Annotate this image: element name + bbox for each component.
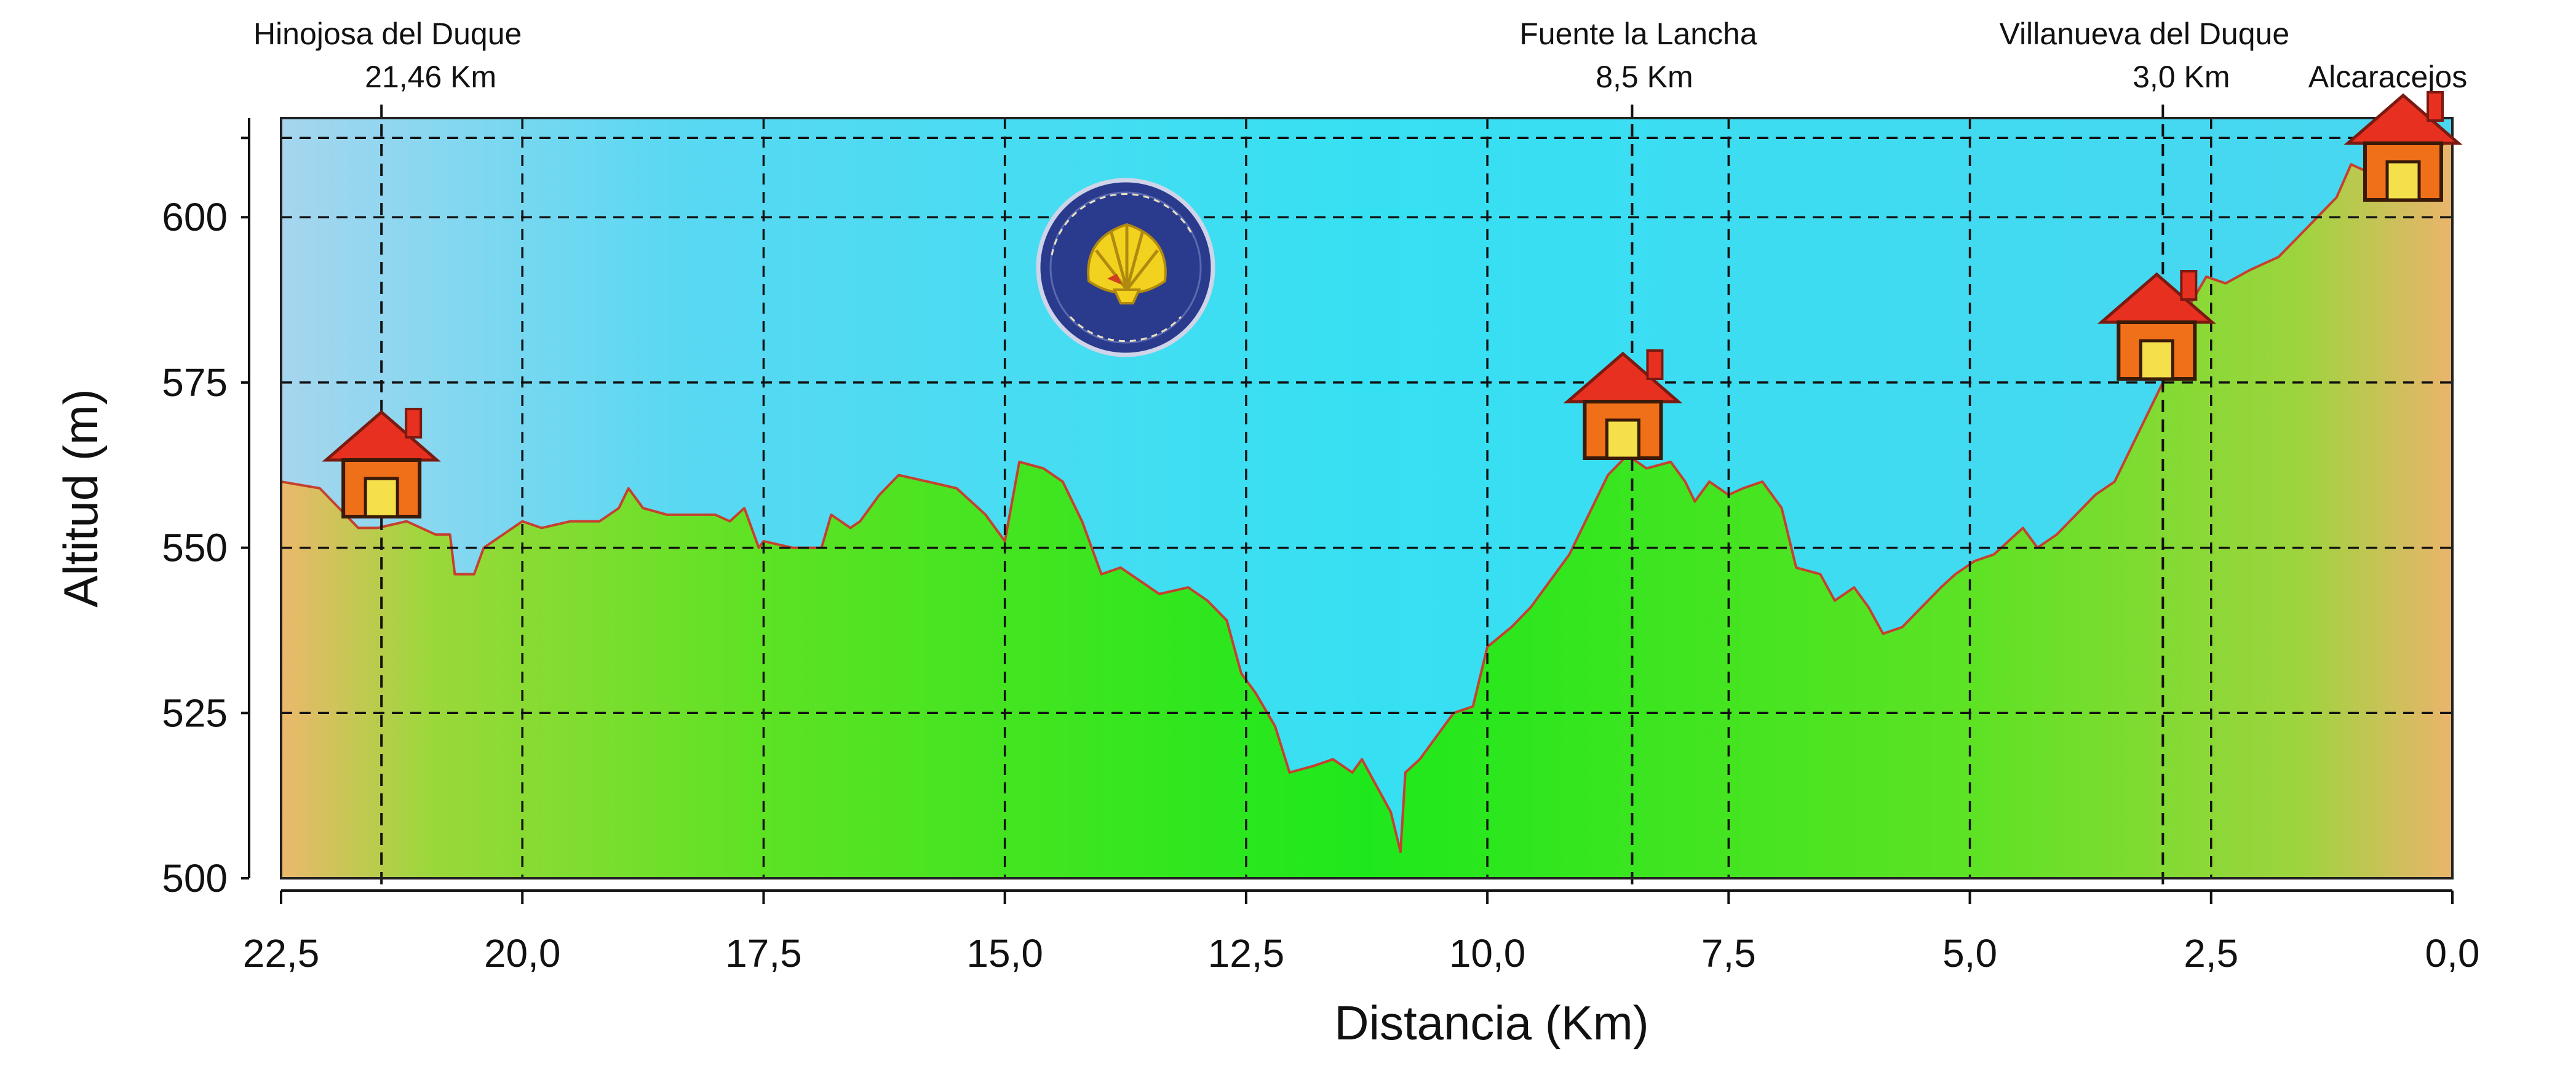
house-icon [322, 408, 441, 518]
pilgrim-emblem [1036, 178, 1215, 357]
profile-line [281, 137, 2452, 853]
town-3: Alcaracejos [2308, 60, 2467, 202]
x-axis-title: Distancia (Km) [1334, 996, 1648, 1050]
plot-area [280, 105, 2454, 891]
x-tick-label: 5,0 [1942, 931, 1997, 975]
town-distance: 8,5 Km [1596, 60, 1693, 94]
house-door [2385, 160, 2421, 202]
town-distance: 3,0 Km [2133, 60, 2230, 94]
house-door [364, 477, 399, 518]
x-tick-label: 15,0 [966, 931, 1043, 975]
house-icon [2097, 270, 2217, 381]
town-0: Hinojosa del Duque 21,46 Km [253, 17, 522, 518]
x-tick-label: 2,5 [2184, 931, 2238, 975]
house-icon [1563, 349, 1683, 460]
terrain-area [281, 138, 2452, 878]
house-chimney [2180, 270, 2198, 301]
x-tick-label: 22,5 [243, 931, 320, 975]
town-name: Fuente la Lancha [1519, 17, 1757, 51]
house-icon [2343, 91, 2463, 202]
x-tick-label: 0,0 [2425, 931, 2480, 975]
scallop-shell-icon [1087, 223, 1167, 304]
terrain-layer [281, 137, 2452, 878]
y-tick-label: 525 [162, 691, 228, 735]
house-chimney [1646, 349, 1664, 380]
x-tick-label: 17,5 [725, 931, 802, 975]
axes-layer: 500 525 550 575 600 22,5 20,0 17,5 15,0 12,5 10,0 7… [54, 118, 2479, 1050]
x-tick-label: 7,5 [1701, 931, 1756, 975]
town-name: Hinojosa del Duque [253, 17, 522, 51]
x-tick-label: 10,0 [1449, 931, 1526, 975]
y-axis-title: Altitud (m) [54, 389, 108, 607]
plot-frame [280, 117, 2454, 879]
town-1: Fuente la Lancha 8,5 Km [1519, 17, 1757, 460]
y-tick-label: 550 [162, 526, 228, 570]
house-chimney [405, 408, 423, 439]
town-name: Alcaracejos [2308, 60, 2467, 94]
house-door [1605, 418, 1640, 460]
town-name: Villanueva del Duque [2000, 17, 2290, 51]
x-tick-label: 12,5 [1208, 931, 1285, 975]
town-2: Villanueva del Duque 3,0 Km [2000, 17, 2290, 381]
x-tick-label: 20,0 [484, 931, 561, 975]
house-chimney [2427, 91, 2444, 122]
y-tick-label: 575 [162, 360, 228, 405]
house-door [2139, 339, 2174, 381]
y-tick-label: 600 [162, 195, 228, 239]
town-distance: 21,46 Km [365, 60, 496, 94]
y-tick-label: 500 [162, 856, 228, 900]
towns-layer: Hinojosa del Duque 21,46 Km Fuente la Lanc… [253, 17, 2467, 518]
